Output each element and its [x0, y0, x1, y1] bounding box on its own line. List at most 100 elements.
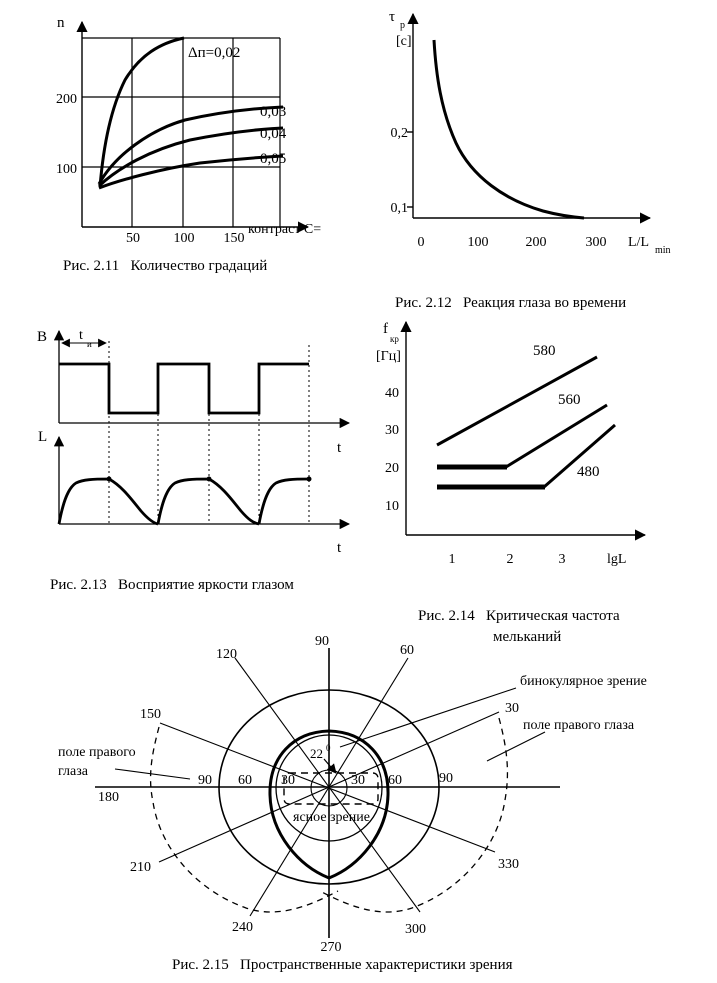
fig211-ytick-100: 100: [56, 162, 77, 177]
figure-2-12: τ р [с] 0,2 0,1 0 100 200 300 L/L min Ри…: [389, 9, 671, 311]
figure-2-13: B L t и t t Рис. 2.13 Восприятие яркости…: [37, 328, 351, 593]
fig213-pulse-label-sub: и: [87, 339, 92, 349]
fig215-angle-120: 120: [216, 647, 237, 662]
fig215-angle-150: 150: [140, 707, 161, 722]
right-eye-field-curve: [319, 717, 509, 913]
fig211-curve-label-002: Δп=0,02: [188, 45, 240, 61]
fig213-axes: [53, 329, 351, 530]
fig215-angle-330: 330: [498, 857, 519, 872]
fig211-grid: [82, 37, 281, 227]
fig214-ytick-30: 30: [385, 423, 399, 438]
fig215-leader-lines: [114, 687, 546, 780]
fig215-radial-right-30: 30: [351, 773, 365, 788]
line-580: [436, 355, 598, 447]
fig213-bottom-y-label: L: [38, 429, 47, 445]
fig215-radial-left-90: 90: [198, 773, 212, 788]
fig215-right-field-label: поле правого глаза: [523, 718, 635, 733]
fig212-xtick-0: 0: [418, 235, 425, 250]
fig213-square-wave: [59, 362, 309, 415]
fig214-xtick-1: 1: [449, 552, 456, 567]
fig215-22deg-sup: 0: [326, 743, 331, 753]
fig215-22deg-label: 22: [310, 746, 323, 761]
line-560-rise: [505, 403, 608, 469]
fig211-curves: [97, 36, 284, 190]
figure-2-11: n 200 100 50 100 150 контраст С= Δп=0,02…: [56, 15, 321, 274]
curve-dn-0-05: [98, 154, 284, 190]
fig214-xtick-3: 3: [559, 552, 566, 567]
fig212-xtick-300: 300: [586, 235, 607, 250]
fig215-radial-left-60: 60: [238, 773, 252, 788]
line-480-rise: [543, 423, 616, 489]
fig212-ytick-02: 0,2: [391, 126, 409, 141]
fig214-line-label-480: 480: [577, 464, 600, 480]
fig212-y-label-sub: р: [400, 20, 405, 31]
fig211-xtick-150: 150: [224, 231, 245, 246]
fig215-angle-210: 210: [130, 860, 151, 875]
fig214-y-unit: [Гц]: [376, 349, 401, 364]
fig211-x-axis-label: контраст С=: [248, 222, 321, 237]
binocular-leader: [339, 687, 517, 748]
fig214-caption-line2: мельканий: [493, 629, 561, 645]
fig215-clear-vision-label: ясное зрение: [293, 810, 370, 825]
fig215-radial-left-30: 30: [281, 773, 295, 788]
fig211-y-label: n: [57, 15, 65, 31]
fig214-caption-line1: Рис. 2.14 Критическая частота: [418, 608, 620, 624]
fig214-lines: [436, 355, 616, 490]
fig211-curve-label-005: 0,05: [260, 151, 286, 167]
right-field-leader: [486, 731, 546, 762]
fig215-clear-vision-circle: [275, 734, 383, 842]
fig215-outer-oval: [218, 689, 440, 885]
figure-2-14: f кр [Гц] 40 30 20 10 1 2 3 lgL 580 560 …: [376, 320, 647, 645]
fig215-angle-240: 240: [232, 920, 253, 935]
fig211-caption: Рис. 2.11 Количество градаций: [63, 258, 267, 274]
curve-dn-0-04: [97, 126, 284, 188]
fig215-caption: Рис. 2.15 Пространственные характеристик…: [172, 957, 513, 973]
fig211-xtick-50: 50: [126, 231, 140, 246]
fig215-angle-30: 30: [505, 701, 519, 716]
spoke-120-300: [234, 657, 421, 913]
spoke-150-330: [159, 722, 496, 853]
curve-dn-0-03: [97, 105, 284, 185]
fig215-binocular-egg: [268, 729, 390, 880]
fig214-ytick-40: 40: [385, 386, 399, 401]
fig212-xtick-100: 100: [468, 235, 489, 250]
fig215-left-field-label-1: поле правого: [58, 745, 136, 760]
fig213-plateau-dots: [106, 476, 312, 482]
fig215-22deg-arrow: [323, 758, 337, 774]
fig215-radial-right-60: 60: [388, 773, 402, 788]
fig215-angle-60: 60: [400, 643, 414, 658]
fig212-caption: Рис. 2.12 Реакция глаза во времени: [395, 295, 626, 311]
fig215-binocular-label: бинокулярное зрение: [520, 674, 647, 689]
fig212-y-unit: [с]: [396, 34, 412, 49]
fig214-ytick-20: 20: [385, 461, 399, 476]
fig212-ytick-01: 0,1: [391, 201, 409, 216]
fig212-curve: [432, 39, 585, 220]
fig213-pulse-label: t: [79, 328, 83, 343]
fig212-axes: [407, 12, 652, 224]
fig213-t-label-bottom: t: [337, 540, 342, 556]
fig212-x-label-sub: min: [655, 245, 671, 256]
fig214-ytick-10: 10: [385, 499, 399, 514]
fig214-x-label: lgL: [607, 552, 626, 567]
left-field-leader: [114, 768, 191, 780]
fig211-xtick-100: 100: [174, 231, 195, 246]
fig212-xtick-200: 200: [526, 235, 547, 250]
fig214-y-label: f: [383, 321, 388, 337]
curve-dn-0-02: [98, 36, 185, 188]
fig214-line-label-580: 580: [533, 343, 556, 359]
fig213-top-y-label: B: [37, 329, 47, 345]
fig211-ytick-200: 200: [56, 92, 77, 107]
fig214-y-label-sub: кр: [390, 334, 399, 344]
fig215-angle-270: 270: [321, 940, 342, 955]
fig215-angle-300: 300: [405, 922, 426, 937]
fig212-x-label: L/L: [628, 235, 649, 250]
fig214-xtick-2: 2: [507, 552, 514, 567]
figure-2-15: 90 60 120 150 30 180 210 240 270 300 330…: [58, 634, 647, 973]
fig214-axes: [400, 320, 647, 541]
fig215-radial-right-90: 90: [439, 771, 453, 786]
fig212-y-label: τ: [389, 9, 395, 25]
fig215-left-field-label-2: глаза: [58, 764, 89, 779]
fig213-response-curves: [57, 477, 310, 526]
